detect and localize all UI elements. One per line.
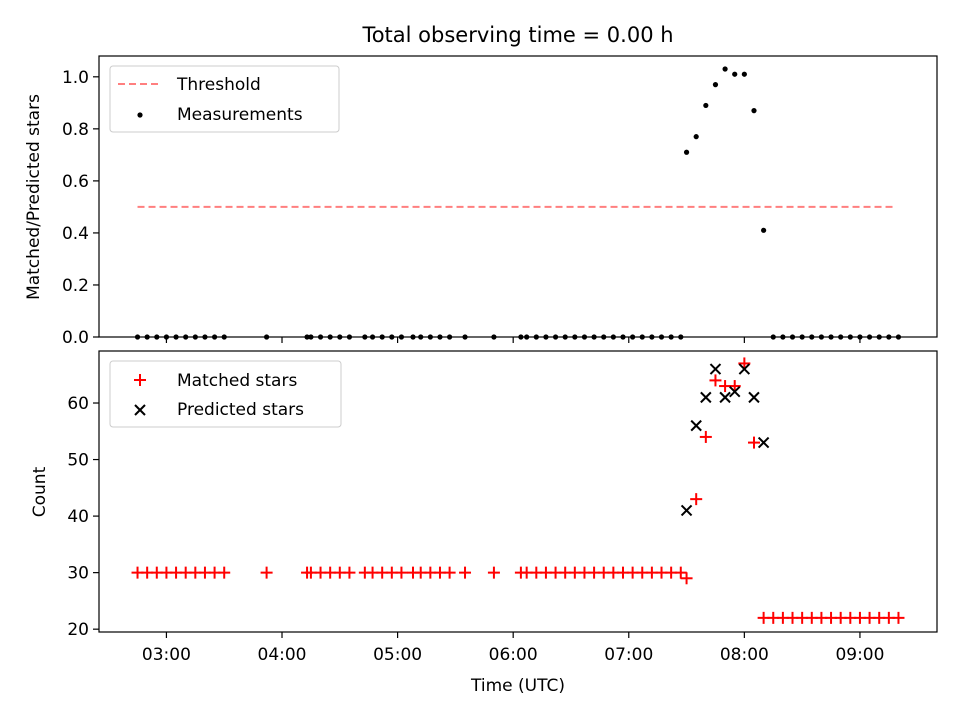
matched-star-point <box>728 380 741 393</box>
predicted-star-point <box>719 391 731 404</box>
bottom-plot-marks <box>131 357 905 624</box>
predicted-star-point <box>680 504 693 517</box>
matched-star-point <box>218 566 231 579</box>
bottom-y-tick-label: 20 <box>67 620 89 640</box>
chart-title: Total observing time = 0.00 h <box>361 23 673 47</box>
top-y-tick-label: 0.4 <box>62 224 89 244</box>
measurement-point <box>732 71 738 77</box>
x-tick-label: 06:00 <box>489 645 538 665</box>
measurements-legend-swatch <box>137 112 143 118</box>
bottom-plot-frame <box>98 350 938 633</box>
measurement-point <box>683 149 690 155</box>
matched-star-point <box>395 566 408 579</box>
predicted-star-point <box>729 386 741 398</box>
matched-star-point <box>487 566 500 579</box>
measurement-point <box>693 134 699 140</box>
top-y-tick-label: 0.0 <box>62 328 89 348</box>
matched-star-point <box>674 566 687 579</box>
bottom-y-axis-label: Count <box>30 466 50 517</box>
predicted-star-point <box>690 419 702 432</box>
x-tick-label: 07:00 <box>604 645 653 665</box>
x-tick-label: 03:00 <box>142 645 191 665</box>
matched-legend-swatch <box>134 374 146 386</box>
matched-star-point <box>459 566 472 579</box>
matched-star-point <box>892 611 905 624</box>
matched-star-point <box>690 493 703 506</box>
predicted-star-point <box>709 363 722 375</box>
measurement-point <box>722 66 728 72</box>
bottom-legend-box <box>109 360 342 428</box>
matched-star-point <box>699 430 712 443</box>
bottom-y-tick-label: 60 <box>67 394 89 414</box>
bottom-x-axis: 03:00 04:00 05:00 06:00 07:00 08:00 09:00 <box>142 632 884 665</box>
bottom-panel: 20 30 40 50 60 03:00 04:00 05:00 06:00 07:00 08:0… <box>30 350 938 696</box>
matched-star-point <box>747 436 760 449</box>
bottom-y-tick-label: 50 <box>67 451 89 471</box>
predicted-star-point <box>700 391 712 404</box>
predicted-legend-label: Predicted stars <box>177 400 304 420</box>
matched-star-point <box>738 357 751 370</box>
x-axis-label: Time (UTC) <box>470 676 565 696</box>
x-tick-label: 09:00 <box>835 645 884 665</box>
measurement-point <box>761 227 767 233</box>
top-y-tick-label: 0.6 <box>62 172 89 192</box>
bottom-y-tick-label: 30 <box>67 564 89 584</box>
predicted-star-point <box>757 436 770 449</box>
x-tick-label: 08:00 <box>720 645 769 665</box>
bottom-y-axis: 20 30 40 50 60 <box>67 394 99 640</box>
matched-legend-label: Matched stars <box>177 371 297 391</box>
predicted-star-point <box>748 391 760 404</box>
bottom-y-tick-label: 40 <box>67 507 89 527</box>
top-y-tick-label: 0.2 <box>62 276 89 296</box>
matched-star-point <box>343 566 356 579</box>
top-y-tick-label: 1.0 <box>62 68 89 88</box>
measurements-legend-label: Measurements <box>177 105 303 125</box>
x-tick-label: 05:00 <box>373 645 422 665</box>
matched-star-point <box>260 566 273 579</box>
top-y-axis-label: Matched/Predicted stars <box>24 94 44 300</box>
matched-star-point <box>443 566 456 579</box>
measurement-point <box>712 82 719 88</box>
x-tick-label: 04:00 <box>258 645 307 665</box>
predicted-legend-swatch <box>134 404 146 416</box>
top-panel: 0.0 0.2 0.4 0.6 0.8 1.0 Matched/Predicted sta… <box>24 55 938 348</box>
matched-star-point <box>680 572 693 585</box>
threshold-legend-label: Threshold <box>176 75 261 95</box>
predicted-star-point <box>738 363 751 375</box>
top-y-axis: 0.0 0.2 0.4 0.6 0.8 1.0 <box>62 68 99 348</box>
top-y-tick-label: 0.8 <box>62 120 89 140</box>
top-plot-frame <box>98 55 938 338</box>
measurement-point <box>751 108 757 114</box>
top-legend-box <box>109 65 340 133</box>
measurement-point <box>703 102 709 109</box>
top-legend: Threshold Measurements <box>109 65 340 133</box>
matched-star-point <box>709 374 722 387</box>
bottom-legend: Matched stars Predicted stars <box>109 360 342 428</box>
top-x-tick-marks <box>165 337 861 343</box>
measurement-point <box>741 71 747 77</box>
